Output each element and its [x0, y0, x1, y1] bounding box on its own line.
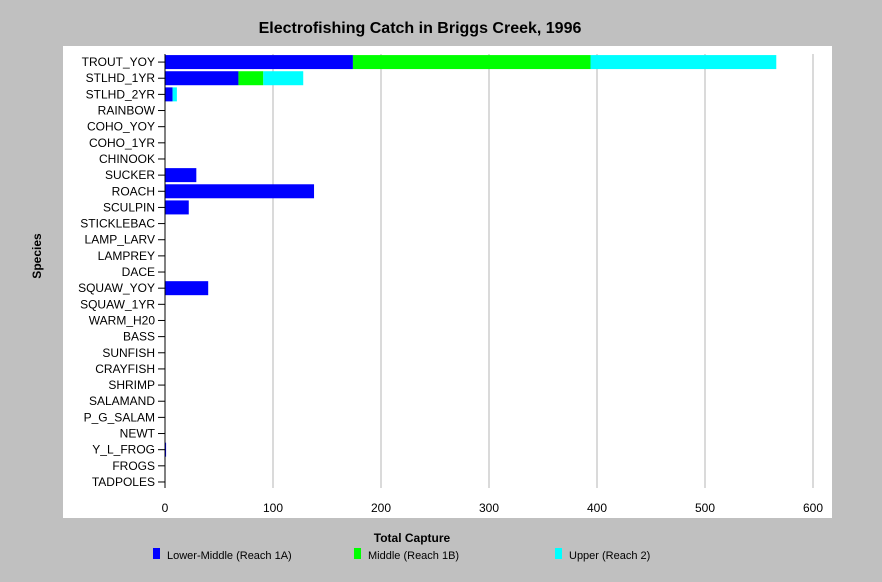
bar-sucker-series-1: [165, 168, 197, 183]
grid: [272, 54, 814, 488]
y-tick-label: BASS: [123, 330, 155, 344]
bar-roach-series-1: [165, 184, 315, 199]
bar-stlhd-2yr-series-3: [172, 87, 177, 102]
y-tick-label: SQUAW_1YR: [80, 297, 155, 311]
x-tick-label: 200: [371, 501, 391, 515]
x-tick-label: 300: [479, 501, 499, 515]
y-tick-label: TROUT_YOY: [82, 55, 155, 69]
y-tick-label: TADPOLES: [92, 475, 155, 489]
bar-stlhd-1yr-series-3: [263, 71, 304, 86]
y-tick-label: Y_L_FROG: [92, 443, 155, 457]
y-tick-label: SALAMAND: [89, 394, 155, 408]
y-tick-label: SCULPIN: [103, 200, 155, 214]
y-tick-label: RAINBOW: [98, 104, 156, 118]
bar-squaw-yoy-series-1: [165, 281, 209, 296]
y-tick-label: STLHD_2YR: [86, 87, 156, 101]
bar-trout-yoy-series-2: [352, 55, 591, 70]
y-tick-label: DACE: [122, 265, 155, 279]
y-axis-title: Species: [30, 233, 44, 279]
chart-title: Electrofishing Catch in Briggs Creek, 19…: [259, 20, 582, 37]
x-tick-label: 100: [263, 501, 283, 515]
y-tick-label: STICKLEBAC: [80, 217, 155, 231]
y-tick-label: SUCKER: [105, 168, 155, 182]
legend-swatch: [354, 548, 361, 559]
bar-trout-yoy-series-1: [165, 55, 353, 70]
x-tick-label: 0: [162, 501, 169, 515]
y-tick-label: CHINOOK: [99, 152, 155, 166]
x-tick-label: 400: [587, 501, 607, 515]
y-tick-label: NEWT: [120, 427, 156, 441]
bar-y-l-frog-series-1: [165, 442, 167, 457]
axes: [158, 54, 166, 488]
y-tick-label: WARM_H20: [89, 313, 156, 327]
y-tick-label: FROGS: [112, 459, 155, 473]
bar-sculpin-series-1: [165, 200, 189, 215]
y-tick-label: SHRIMP: [108, 378, 155, 392]
legend-label: Upper (Reach 2): [569, 550, 650, 562]
y-tick-label: COHO_YOY: [87, 120, 155, 134]
bar-stlhd-1yr-series-2: [238, 71, 264, 86]
y-tick-label: LAMPREY: [98, 249, 155, 263]
bars: [165, 55, 777, 457]
y-tick-label: SQUAW_YOY: [78, 281, 155, 295]
legend-swatch: [555, 548, 562, 559]
y-tick-label: ROACH: [112, 184, 155, 198]
x-tick-label: 600: [803, 501, 823, 515]
bar-stlhd-1yr-series-1: [165, 71, 239, 86]
y-tick-label: CRAYFISH: [95, 362, 155, 376]
y-tick-label: SUNFISH: [102, 346, 155, 360]
legend-label: Middle (Reach 1B): [368, 550, 459, 562]
y-tick-label: LAMP_LARV: [85, 233, 155, 247]
bar-stlhd-2yr-series-1: [165, 87, 173, 102]
legend-label: Lower-Middle (Reach 1A): [167, 550, 292, 562]
y-tick-label: COHO_1YR: [89, 136, 155, 150]
legend-swatch: [153, 548, 160, 559]
x-axis-title: Total Capture: [374, 531, 451, 545]
y-tick-label: P_G_SALAM: [84, 410, 155, 424]
x-tick-label: 500: [695, 501, 715, 515]
y-tick-labels: TROUT_YOY STLHD_1YR STLHD_2YR RAINBOW COHO_Y…: [78, 55, 156, 489]
x-tick-labels: 0 100 200 300 400 500 600: [162, 501, 824, 515]
bar-trout-yoy-series-3: [590, 55, 777, 70]
legend: Lower-Middle (Reach 1A) Middle (Reach 1B)…: [153, 548, 650, 562]
y-tick-label: STLHD_1YR: [86, 71, 156, 85]
